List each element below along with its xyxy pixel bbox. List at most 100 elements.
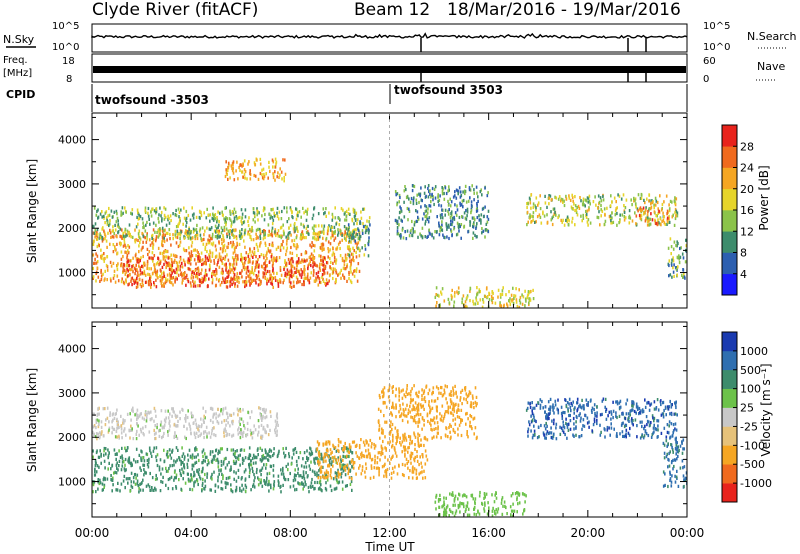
nsearch-tick-top: 10^5 [703,21,730,32]
power-ylabel: Slant Range [km] [25,159,39,263]
time-x-axis: 00:00 04:00 08:00 12:00 16:00 20:00 00:00 [75,113,705,540]
power-ytick-0: 1000 [58,267,86,280]
nsearch-tick-bottom: 10^0 [703,42,730,53]
power-panel: 1000 2000 3000 4000 Slant Range [km] 28 24 20… [25,112,771,309]
velocity-scatter [92,384,687,517]
power-colorbar-tick-2: 20 [740,183,754,196]
velocity-ytick-3: 4000 [58,343,86,356]
velocity-colorbar-tick-1: 500 [740,364,761,377]
freq-tick-top: 18 [62,56,75,67]
velocity-region-0 [92,446,354,494]
velocity-colorbar-swatch-8 [722,332,737,352]
velocity-colorbar-tick-6: -500 [740,458,765,471]
power-colorbar-tick-6: 4 [740,268,747,281]
freq-label: Freq. [3,55,28,66]
velocity-region-2 [316,438,429,481]
x-tick-3: 12:00 [372,526,407,540]
x-tick-4: 16:00 [471,526,506,540]
velocity-colorbar-tick-4: -25 [740,420,758,433]
velocity-colorbar-swatch-1 [722,464,737,484]
velocity-colorbar-tick-7: -1000 [740,477,772,490]
x-axis-label: Time UT [364,540,415,554]
velocity-colorbar-swatch-7 [722,350,737,371]
velocity-colorbar-swatch-6 [722,369,737,389]
power-region-4 [347,216,371,258]
velocity-region-1 [92,406,279,441]
power-colorbar-swatch-2 [722,231,737,253]
power-colorbar-swatch-3 [722,210,737,232]
velocity-colorbar-swatch-0 [722,483,737,503]
velocity-colorbar-swatch-3 [722,426,737,446]
nsky-trace [91,32,688,39]
power-ytick-2: 3000 [58,178,86,191]
nsearch-label: N.Search [747,30,797,43]
power-colorbar-tick-3: 16 [740,204,754,217]
velocity-colorbar-swatch-5 [722,388,737,408]
velocity-region-6 [662,437,687,489]
power-colorbar-swatch-6 [722,146,737,168]
power-y-axis: 1000 2000 3000 4000 [58,113,688,308]
velocity-ytick-2: 3000 [58,387,86,400]
power-colorbar-label: Power [dB] [757,165,771,230]
velocity-y-axis: 1000 2000 3000 4000 [58,322,688,517]
power-region-1 [122,254,329,289]
velocity-colorbar-tick-0: 1000 [740,345,768,358]
power-ytick-3: 4000 [58,134,86,147]
power-colorbar-tick-1: 24 [740,162,754,175]
nsky-tick-bottom: 10^0 [52,42,79,53]
velocity-colorbar-swatch-2 [722,445,737,465]
power-colorbar-tick-5: 8 [740,247,747,260]
cpid-segment-2: twofsound 3503 [394,83,503,97]
velocity-ytick-1: 2000 [58,431,86,444]
power-ytick-1: 2000 [58,222,86,235]
velocity-ylabel: Slant Range [km] [25,368,39,472]
power-region-3 [224,157,287,183]
cpid-strip: CPID twofsound -3503 twofsound 3503 [6,83,688,112]
velocity-colorbar: 1000 500 100 25 -25 -100 -500 -1000 [721,331,772,503]
power-colorbar-tick-4: 12 [740,225,754,238]
power-colorbar-swatch-0 [722,273,737,296]
station-title: Clyde River (fitACF) [92,0,258,20]
power-colorbar-swatch-1 [722,252,737,275]
nave-tick-bottom: 0 [703,74,709,85]
power-colorbar-tick-0: 28 [740,140,754,153]
nave-tick-top: 60 [703,56,716,67]
velocity-colorbar-label: Velocity [m s⁻¹] [759,363,773,456]
power-region-9 [394,184,490,241]
power-region-5 [434,286,535,308]
power-scatter [92,157,687,308]
power-colorbar-swatch-4 [722,188,737,211]
power-region-8 [667,237,687,280]
nsky-tick-top: 10^5 [52,21,79,32]
cpid-label: CPID [6,88,35,101]
power-colorbar-swatch-7 [722,125,737,147]
freq-unit: [MHz] [3,68,32,79]
x-tick-6: 00:00 [670,526,705,540]
velocity-colorbar-tick-2: 100 [740,383,761,396]
power-colorbar: 28 24 20 16 12 8 4 [721,124,754,296]
velocity-panel: 1000 2000 3000 4000 Slant Range [km] 1000 50… [25,321,773,518]
velocity-region-3 [377,384,478,441]
power-colorbar-swatch-5 [722,167,737,190]
x-tick-1: 04:00 [174,526,209,540]
x-tick-2: 08:00 [273,526,308,540]
freq-trace [93,66,686,73]
nsky-strip: N.Sky 10^5 10^0 10^5 10^0 N.Search [3,21,797,53]
velocity-colorbar-swatch-4 [722,407,737,427]
velocity-ytick-0: 1000 [58,476,86,489]
power-region-2 [92,206,366,241]
cpid-segment-1: twofsound -3503 [95,93,209,107]
nsky-label: N.Sky [3,33,35,46]
freq-tick-bottom: 8 [66,74,72,85]
date-range: 18/Mar/2016 - 19/Mar/2016 [447,0,681,20]
nave-label: Nave [757,60,785,73]
x-tick-5: 20:00 [571,526,606,540]
velocity-colorbar-tick-3: 25 [740,402,754,415]
power-region-7 [635,206,669,227]
velocity-region-5 [525,397,678,441]
beam-label: Beam 12 [354,0,430,20]
velocity-colorbar-tick-5: -100 [740,439,765,452]
x-tick-0: 00:00 [75,526,110,540]
freq-strip: Freq. [MHz] 18 8 60 0 Nave [3,53,785,85]
